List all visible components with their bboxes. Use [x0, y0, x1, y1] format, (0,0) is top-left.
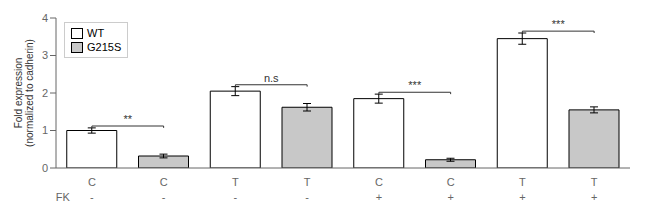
html-text:G215S: G215S	[87, 41, 122, 53]
svg-text:+: +	[447, 191, 453, 203]
svg-text:-: -	[90, 191, 94, 203]
svg-text:***: ***	[552, 18, 566, 30]
svg-text:T: T	[591, 176, 598, 188]
svg-text:0: 0	[42, 162, 48, 174]
svg-text:-: -	[305, 191, 309, 203]
svg-text:T: T	[304, 176, 311, 188]
svg-text:1: 1	[42, 124, 48, 136]
svg-text:C: C	[88, 176, 96, 188]
svg-text:Fold expression(normalized to: Fold expression(normalized to cadherin)	[13, 39, 35, 147]
svg-text:+: +	[376, 191, 382, 203]
svg-text:n.s: n.s	[264, 72, 279, 84]
svg-text:-: -	[234, 191, 238, 203]
svg-text:T: T	[232, 176, 239, 188]
svg-text:***: ***	[408, 79, 422, 91]
svg-text:-: -	[162, 191, 166, 203]
svg-text:**: **	[123, 113, 132, 125]
svg-text:+: +	[519, 191, 525, 203]
svg-text:C: C	[375, 176, 383, 188]
svg-text:C: C	[160, 176, 168, 188]
svg-text:4: 4	[42, 12, 48, 24]
html-text:WT: WT	[87, 27, 105, 39]
svg-text:FK: FK	[56, 191, 71, 203]
svg-text:3: 3	[42, 49, 48, 61]
svg-text:2: 2	[42, 87, 48, 99]
svg-text:C: C	[447, 176, 455, 188]
svg-text:+: +	[591, 191, 597, 203]
svg-text:T: T	[519, 176, 526, 188]
